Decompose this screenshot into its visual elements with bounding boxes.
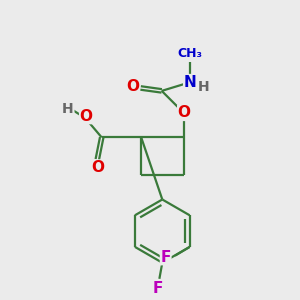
Text: F: F — [153, 281, 163, 296]
Text: H: H — [62, 102, 74, 116]
Text: CH₃: CH₃ — [178, 47, 203, 60]
Text: O: O — [80, 109, 93, 124]
Text: F: F — [160, 250, 171, 265]
Text: O: O — [126, 79, 139, 94]
Text: O: O — [91, 160, 104, 175]
Text: O: O — [178, 105, 191, 120]
Text: H: H — [197, 80, 209, 94]
Text: N: N — [184, 75, 196, 90]
